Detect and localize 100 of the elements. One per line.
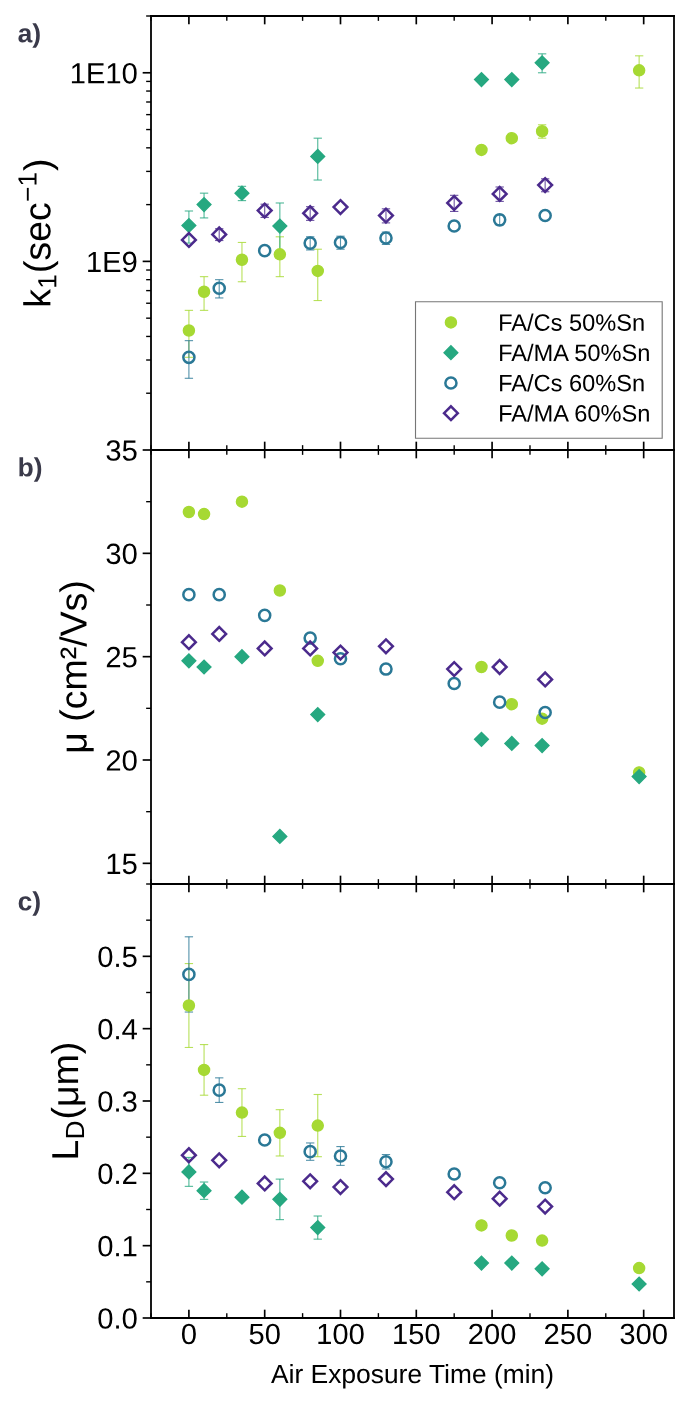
point [196,197,212,213]
point [257,1133,272,1147]
point [537,671,554,688]
point [181,1164,197,1180]
point [180,231,198,249]
y-tick-label: 1E10 [71,62,137,84]
point [235,253,249,267]
x-tick-label: 250 [545,1323,592,1345]
y-axis-title: k$_{1}$(sec$^{−1}$) [18,160,59,306]
y-tick-label: 0.0 [98,1308,137,1329]
point [492,1175,507,1190]
point [310,706,326,723]
point [234,649,250,665]
point [212,1083,227,1097]
point [475,1219,488,1232]
point [234,1189,250,1205]
point [504,1255,520,1271]
point [182,967,196,982]
point [475,660,488,674]
point [473,72,490,88]
y-tick-label: 30 [106,543,137,565]
point [256,640,273,657]
x-tick-label: 50 [249,1323,280,1345]
y-tick-label: 25 [106,646,137,668]
y-tick-label: 0.1 [98,1235,137,1257]
point [446,660,463,678]
point [491,1190,508,1207]
y-tick-label: 0.5 [98,946,137,968]
point [302,205,319,222]
point [211,226,228,243]
point [256,1175,273,1192]
point [446,194,463,212]
point [632,1261,646,1275]
y-axis-title: L$_{D}$(μm) [50,1043,86,1158]
point [211,1152,228,1169]
point [631,1276,647,1292]
point [182,999,196,1012]
point [534,1261,550,1277]
point [505,1229,519,1242]
point [273,584,287,597]
point [504,72,520,88]
point [311,1119,325,1132]
y-tick-label: 0.4 [98,1018,137,1040]
legend-label: FA/Cs 60%Sn [500,374,644,392]
point [311,654,325,668]
point [310,148,326,165]
point [197,1063,211,1077]
point [505,697,519,711]
x-tick-label: 100 [318,1323,364,1345]
point [332,1178,349,1196]
point [332,198,349,216]
point [631,768,647,785]
point [311,264,325,278]
y-tick-label: 20 [106,750,137,771]
chart-title: b) [19,457,42,482]
point [377,207,395,224]
point [505,131,519,145]
point [504,735,520,752]
point [537,176,554,194]
point [332,644,349,661]
point [447,676,461,691]
point [211,625,228,643]
point [377,638,395,655]
point [235,495,249,508]
point [257,608,272,623]
point [538,705,552,720]
point [272,1191,288,1207]
point [182,587,196,602]
point [632,64,646,77]
legend-label: FA/MA 50%Sn [500,343,649,362]
chart-title: c) [18,891,40,916]
point [447,219,461,233]
point [273,1126,287,1140]
point [180,1147,198,1164]
y-tick-label: 0.3 [98,1091,137,1112]
y-tick-label: 15 [107,853,137,875]
point [310,1220,326,1236]
x-axis-title: Air Exposure Time (min) [271,1363,553,1389]
point [182,324,196,337]
chart-title: a) [18,23,40,48]
x-tick-label: 0 [181,1323,196,1345]
x-tick-label: 200 [469,1323,516,1345]
point [535,1234,549,1247]
y-tick-label: 35 [106,440,137,461]
point [492,695,507,709]
point [181,217,197,234]
point [212,587,227,602]
point [537,1198,554,1215]
y-tick-label: 1E9 [88,251,137,273]
x-tick-label: 300 [620,1323,667,1345]
point [447,1167,461,1181]
point [534,737,550,754]
legend-label: FA/MA 60%Sn [500,404,649,422]
x-tick-label: 150 [394,1323,440,1345]
point [196,659,212,675]
point [182,350,196,365]
point [538,1180,552,1195]
point [446,1184,463,1201]
point [302,640,319,657]
point [473,731,490,747]
